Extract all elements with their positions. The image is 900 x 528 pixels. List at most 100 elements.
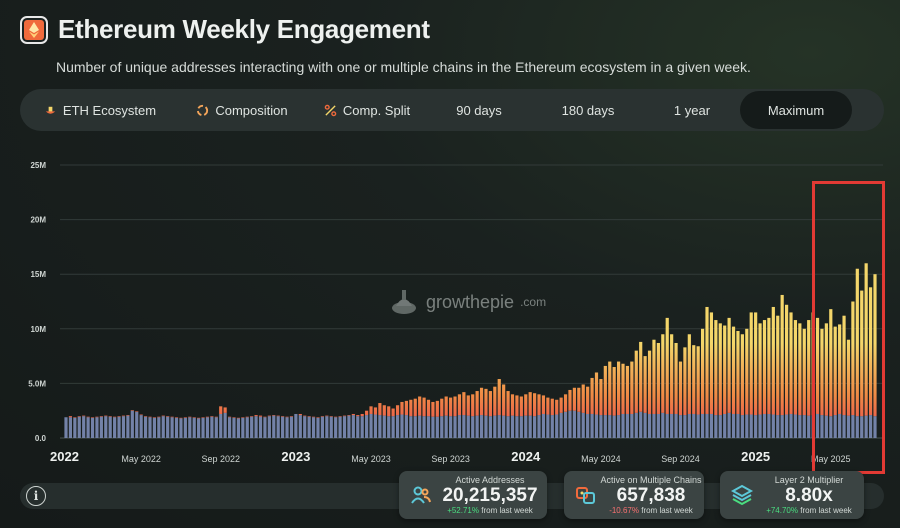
week-bar[interactable] — [842, 315, 846, 438]
week-bar[interactable] — [639, 341, 643, 438]
week-bar[interactable] — [855, 268, 859, 438]
tab-comp-split[interactable]: Comp. Split — [308, 91, 426, 129]
week-bar[interactable] — [113, 416, 117, 438]
week-bar[interactable] — [356, 415, 360, 438]
tab-eth-ecosystem[interactable]: ETH Ecosystem — [24, 91, 176, 129]
week-bar[interactable] — [395, 405, 400, 438]
week-bar[interactable] — [254, 415, 258, 438]
week-bar[interactable] — [603, 365, 607, 438]
week-bar[interactable] — [705, 306, 709, 438]
week-bar[interactable] — [652, 339, 656, 438]
week-bar[interactable] — [294, 413, 298, 438]
week-bar[interactable] — [325, 415, 329, 438]
week-bar[interactable] — [197, 417, 201, 438]
week-bar[interactable] — [82, 415, 86, 438]
week-bar[interactable] — [170, 416, 174, 438]
week-bar[interactable] — [285, 416, 289, 438]
week-bar[interactable] — [767, 317, 771, 438]
week-bar[interactable] — [77, 416, 81, 438]
week-bar[interactable] — [687, 334, 691, 438]
week-bar[interactable] — [807, 320, 811, 438]
week-bar[interactable] — [152, 417, 157, 438]
week-bar[interactable] — [563, 394, 568, 438]
week-bar[interactable] — [793, 320, 798, 438]
week-bar[interactable] — [519, 396, 523, 438]
week-bar[interactable] — [758, 323, 762, 438]
week-bar[interactable] — [382, 405, 386, 438]
week-bar[interactable] — [612, 367, 616, 438]
week-bar[interactable] — [373, 407, 378, 438]
week-bar[interactable] — [665, 317, 669, 438]
week-bar[interactable] — [674, 342, 678, 438]
week-bar[interactable] — [418, 396, 422, 438]
week-bar[interactable] — [546, 397, 550, 438]
week-bar[interactable] — [776, 315, 780, 438]
week-bar[interactable] — [493, 386, 497, 438]
week-bar[interactable] — [740, 334, 744, 438]
week-bar[interactable] — [303, 415, 307, 438]
week-bar[interactable] — [833, 326, 837, 438]
week-bar[interactable] — [471, 394, 475, 438]
week-bar[interactable] — [135, 411, 139, 438]
week-bar[interactable] — [484, 388, 488, 438]
week-bar[interactable] — [453, 396, 457, 438]
week-bar[interactable] — [121, 415, 126, 438]
week-bar[interactable] — [860, 290, 864, 438]
week-bar[interactable] — [210, 416, 214, 438]
week-bar[interactable] — [241, 417, 245, 438]
week-bar[interactable] — [108, 416, 112, 438]
week-bar[interactable] — [656, 342, 660, 438]
week-bar[interactable] — [714, 320, 718, 438]
week-bar[interactable] — [634, 350, 638, 438]
week-bar[interactable] — [630, 361, 634, 438]
week-bar[interactable] — [789, 312, 793, 438]
week-bar[interactable] — [413, 398, 417, 438]
week-bar[interactable] — [409, 399, 413, 438]
tab-1-year[interactable]: 1 year — [644, 91, 740, 129]
week-bar[interactable] — [599, 379, 603, 438]
week-bar[interactable] — [572, 387, 576, 438]
week-bar[interactable] — [449, 397, 453, 438]
week-bar[interactable] — [815, 317, 820, 438]
week-bar[interactable] — [762, 320, 767, 438]
week-bar[interactable] — [802, 328, 806, 438]
week-bar[interactable] — [369, 406, 373, 438]
week-bar[interactable] — [143, 416, 148, 438]
week-bar[interactable] — [99, 416, 103, 438]
week-bar[interactable] — [64, 417, 68, 438]
week-bar[interactable] — [334, 416, 338, 438]
weekly-engagement-chart[interactable]: 0.0 5.0M 10M 15M 20M 25M 2022 May 2022 Sep 2022 2… — [0, 150, 900, 470]
week-bar[interactable] — [183, 417, 187, 438]
week-bar[interactable] — [440, 398, 444, 438]
week-bar[interactable] — [387, 406, 391, 438]
week-bar[interactable] — [502, 384, 506, 438]
week-bar[interactable] — [351, 413, 355, 438]
week-bar[interactable] — [736, 330, 740, 438]
week-bar[interactable] — [365, 410, 369, 438]
tab-90-days[interactable]: 90 days — [426, 91, 532, 129]
week-bar[interactable] — [475, 391, 479, 438]
week-bar[interactable] — [537, 394, 541, 438]
week-bar[interactable] — [378, 403, 382, 438]
week-bar[interactable] — [780, 294, 784, 438]
week-bar[interactable] — [868, 287, 873, 438]
week-bar[interactable] — [435, 400, 439, 438]
week-bar[interactable] — [462, 392, 466, 438]
week-bar[interactable] — [298, 413, 302, 438]
week-bar[interactable] — [400, 401, 404, 438]
tab-maximum[interactable]: Maximum — [740, 91, 852, 129]
week-bar[interactable] — [360, 413, 364, 438]
week-bar[interactable] — [784, 304, 789, 438]
week-bar[interactable] — [586, 386, 590, 438]
week-bar[interactable] — [179, 417, 183, 438]
week-bar[interactable] — [289, 416, 294, 438]
week-bar[interactable] — [647, 350, 652, 438]
week-bar[interactable] — [771, 306, 775, 438]
week-bar[interactable] — [864, 263, 868, 438]
week-bar[interactable] — [479, 387, 484, 438]
week-bar[interactable] — [727, 317, 731, 438]
week-bar[interactable] — [205, 416, 210, 438]
week-bar[interactable] — [391, 408, 395, 438]
week-bar[interactable] — [621, 363, 625, 438]
week-bar[interactable] — [555, 399, 559, 438]
